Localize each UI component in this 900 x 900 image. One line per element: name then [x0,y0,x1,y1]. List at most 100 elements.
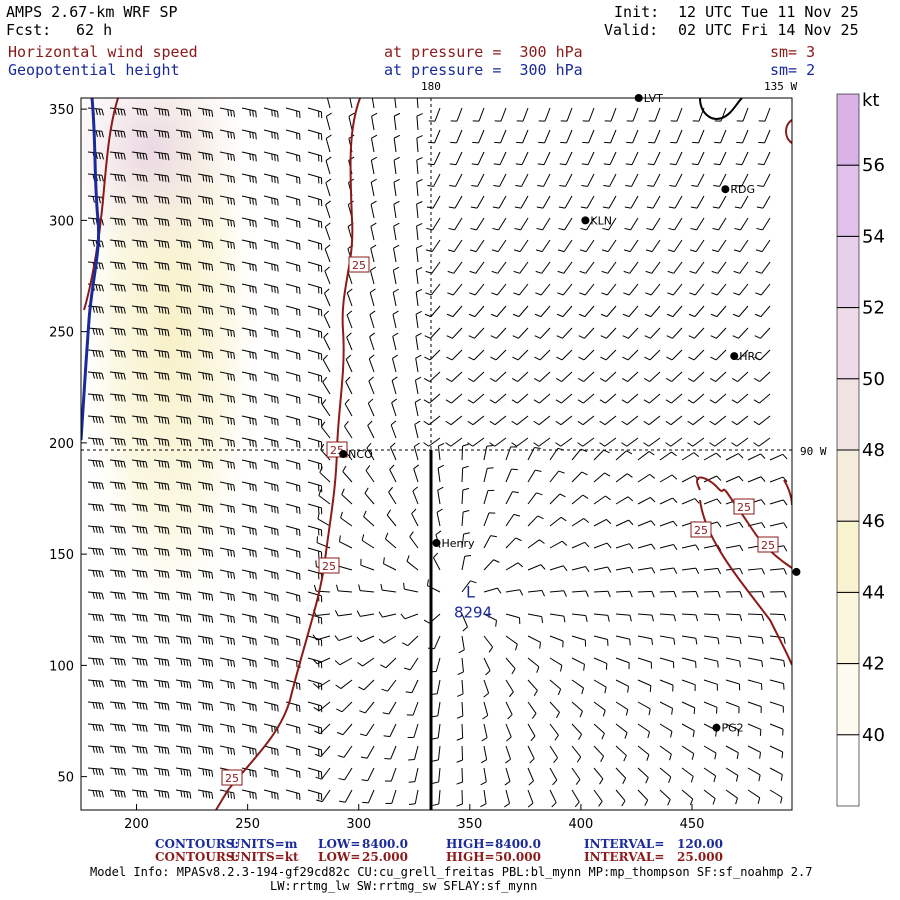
wind-barb [571,518,590,527]
wind-barb [505,723,512,742]
wind-barb [666,327,683,339]
wind-barb [285,789,301,800]
wind-barb [690,195,705,209]
wind-barb [285,569,301,580]
wind-barb [447,283,463,296]
wind-barb [175,481,192,491]
plot-frame [80,97,793,811]
wind-barb [285,481,301,492]
wind-barb [461,554,472,571]
wind-barb [527,635,542,649]
wind-barb [197,261,214,271]
wind-barb [637,613,654,622]
wind-barb [688,349,705,361]
wind-barb [527,469,542,483]
wind-barb [197,107,214,117]
wind-barb [131,569,148,579]
footer-row-1-c1: CONTOURS: [155,837,239,851]
wind-barb [391,376,398,395]
height-contour-west [81,98,101,441]
wind-barb [709,371,727,382]
wind-barb [197,371,214,381]
svg-text:25: 25 [322,560,336,573]
wind-barb [285,679,301,690]
svg-text:25: 25 [352,259,366,272]
wind-barb [577,437,595,447]
wind-barb [560,129,573,144]
field-2-smoothing: sm= 2 [770,61,816,79]
wind-barb [769,679,785,690]
wind-barb [131,107,148,117]
wind-barb [197,239,214,249]
wind-barb [241,217,257,228]
wind-barb [263,723,279,734]
wind-barb [393,134,401,153]
wind-barb [670,129,683,144]
wind-barb [197,195,214,205]
wind-barb [348,112,355,131]
wind-barb [131,723,148,733]
wind-barb [659,701,674,715]
wind-barb [241,723,257,734]
wind-barb [153,349,170,359]
wind-barb [445,437,463,447]
wind-barb [411,508,419,527]
wind-barb [219,195,235,206]
footer-row-1-c6: 8400.0 [495,837,541,851]
wind-barb [392,310,399,329]
wind-barb [406,555,419,571]
wind-barb [175,635,192,645]
wind-barb [360,745,375,759]
wind-barb [437,464,445,483]
wind-barb [285,591,301,602]
wind-barb [371,98,375,109]
wind-barb [527,657,540,673]
wind-barb [615,701,629,716]
wind-barb [219,107,235,118]
wind-barb [505,491,519,505]
wind-barb [578,305,595,318]
wind-barb [428,107,441,122]
wind-barb [447,239,463,253]
wind-barb [703,613,721,622]
colorbar-level-label: 42 [862,654,885,675]
wind-barb [571,494,589,505]
wind-barb [393,156,400,175]
wind-barb [334,635,353,642]
wind-barb [415,332,422,351]
wind-barb [109,481,126,490]
wind-barb [285,415,301,426]
wind-barb [109,371,126,380]
wind-barb [516,129,529,144]
wind-barb [87,635,104,644]
wind-barb [470,195,485,209]
wind-barb [360,723,375,737]
wind-barb [571,679,585,695]
wind-barb [307,767,323,779]
wind-barb [314,723,331,735]
wind-barb [423,371,441,382]
wind-barb [527,613,544,624]
wind-barb [416,98,419,109]
wind-barb [87,525,104,534]
wind-barb [131,437,148,447]
wind-barb [197,701,214,711]
wind-barb [263,679,279,690]
station-label: NCO [348,448,373,461]
wind-barb [747,657,764,668]
wind-barb [483,489,495,505]
wind-barb [555,371,573,382]
wind-barb [175,503,192,513]
wind-barb [369,332,376,351]
wind-barb [197,569,214,579]
wind-barb [285,745,301,756]
wind-barb [448,195,463,209]
wind-barb [534,305,551,318]
wind-barb [450,129,463,144]
wind-barb [87,701,104,710]
wind-barb [263,371,279,382]
wind-barb [360,558,375,571]
wind-barb [175,195,192,205]
wind-barb [757,151,771,166]
